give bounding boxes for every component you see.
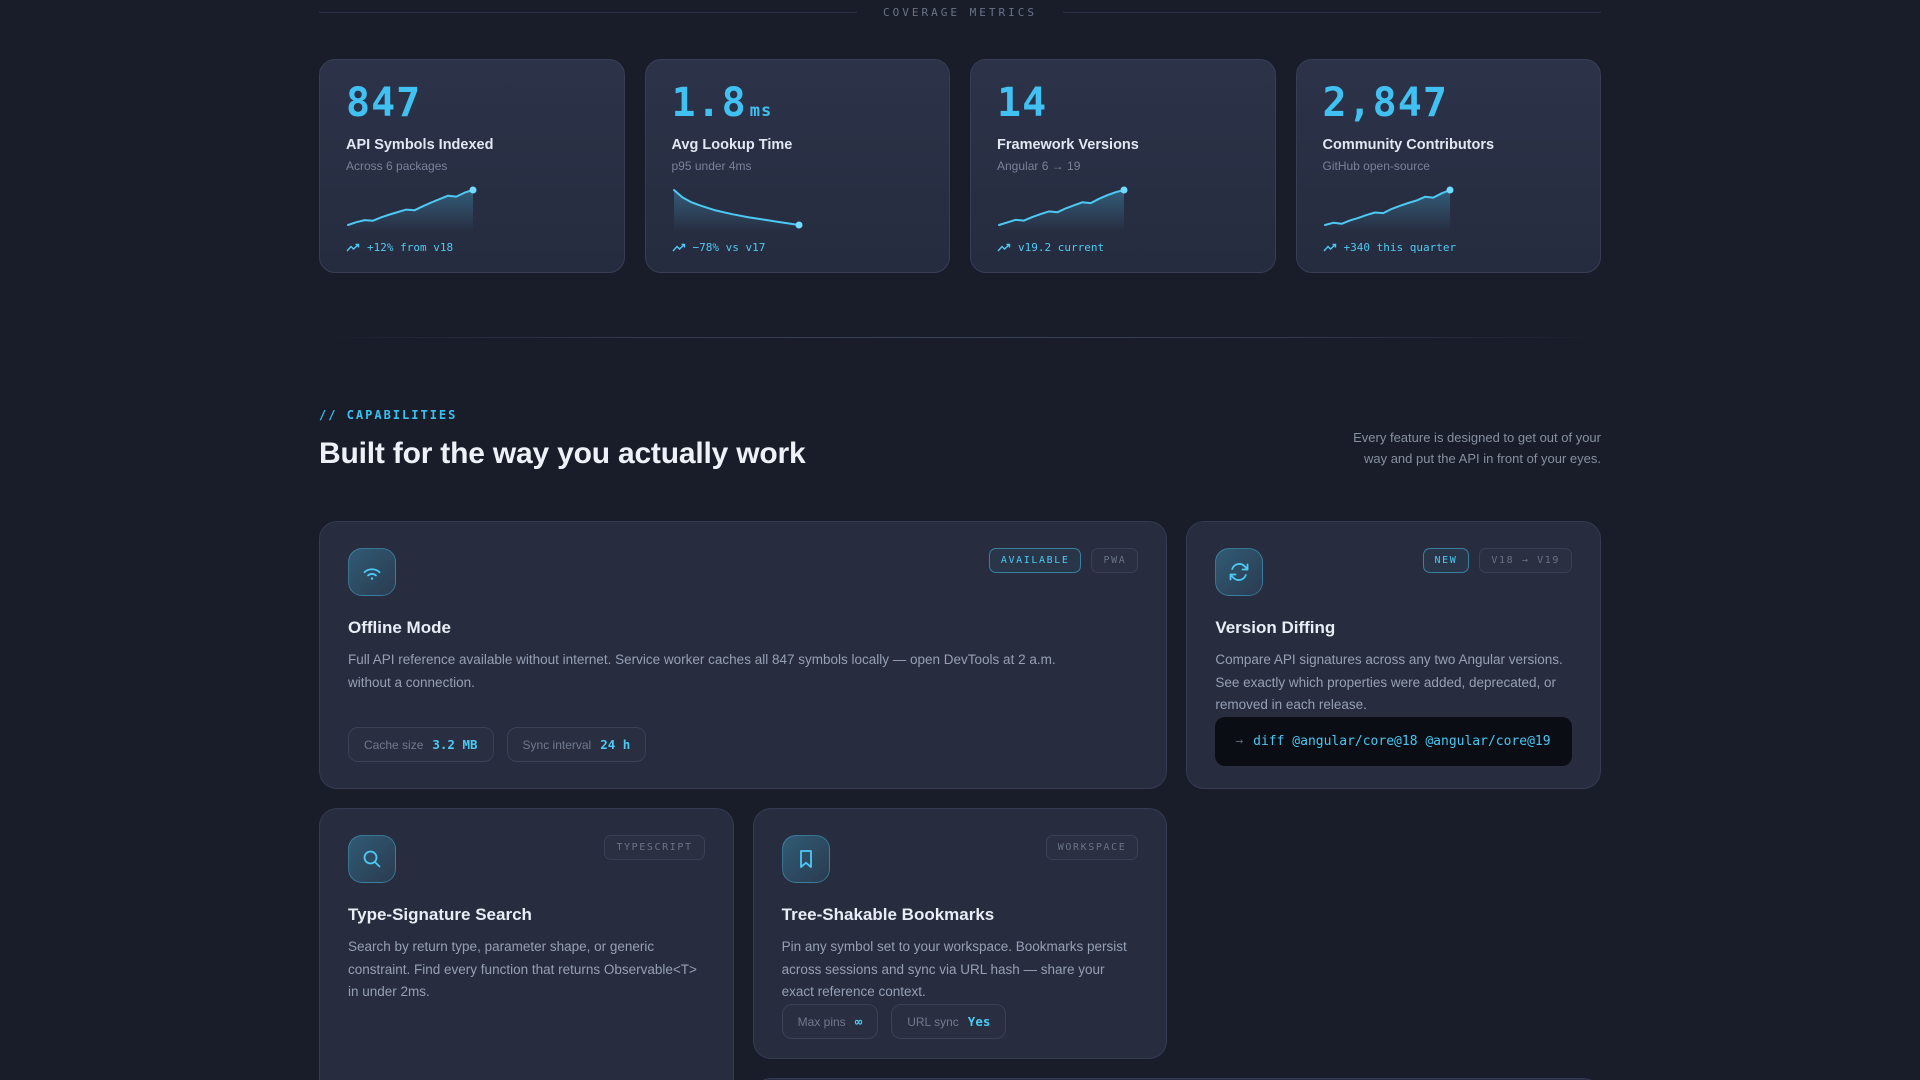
category-badge: V18 → V19 <box>1479 548 1572 573</box>
capabilities-title: Built for the way you actually work <box>319 437 806 470</box>
feature-title: Offline Mode <box>348 618 451 637</box>
badges: NEW V18 → V19 <box>1422 548 1572 573</box>
stat-chip: Sync interval 24 h <box>506 727 647 762</box>
feature-description: Search by return type, parameter shape, … <box>348 939 697 1000</box>
capabilities-note: Every feature is designed to get out of … <box>1353 429 1601 466</box>
feature-card-top: AVAILABLE PWA <box>348 548 1139 596</box>
stat-label: Max pins <box>797 1014 846 1029</box>
code-snippet[interactable]: → diff @angular/core@18 @angular/core@19 <box>1215 717 1572 767</box>
feature-card-version-diffing[interactable]: NEW V18 → V19 Version Diffing Compare AP… <box>1186 521 1601 789</box>
feature-title: Version Diffing <box>1215 618 1336 637</box>
code-prompt-arrow: → <box>1235 734 1244 750</box>
feature-stats: Cache size 3.2 MB Sync interval 24 h <box>348 727 1138 762</box>
metric-value: 1.8 ms <box>671 80 773 126</box>
trending-up-icon <box>1322 243 1336 251</box>
metric-trend: v19.2 current <box>997 241 1249 254</box>
metric-trend-text: +340 this quarter <box>1343 241 1457 254</box>
trending-up-icon <box>671 243 685 251</box>
metric-card-lookup-time: 1.8 ms Avg Lookup Time p95 under 4ms −78%… <box>644 59 950 273</box>
feature-card-top: NEW V18 → V19 <box>1215 548 1572 596</box>
metric-trend: +12% from v18 <box>346 241 598 254</box>
metric-trend: −78% vs v17 <box>671 241 924 254</box>
metric-value: 2,847 <box>1322 80 1448 126</box>
sync-icon <box>1215 548 1264 596</box>
metric-label: Community Contributors <box>1322 137 1495 153</box>
sparkline-chart <box>346 183 598 233</box>
stat-value: Yes <box>967 1014 991 1030</box>
category-badge: TYPESCRIPT <box>604 835 705 860</box>
stat-value: ∞ <box>854 1014 863 1030</box>
metric-value: 847 <box>346 80 422 126</box>
coverage-section-label: COVERAGE METRICS <box>883 6 1037 19</box>
stat-label: Cache size <box>364 737 424 752</box>
feature-description: Pin any symbol set to your workspace. Bo… <box>781 939 1127 1000</box>
metric-label: Avg Lookup Time <box>671 137 793 153</box>
stat-value: 24 h <box>600 737 631 752</box>
sparkline-chart <box>997 183 1249 233</box>
status-badge: NEW <box>1422 548 1470 573</box>
capabilities-header: // CAPABILITIES Built for the way you ac… <box>319 408 1601 471</box>
metric-subtext: GitHub open-source <box>1322 159 1430 173</box>
metric-card-contributors: 2,847 Community Contributors GitHub open… <box>1295 59 1601 273</box>
metric-subtext: Across 6 packages <box>346 159 448 173</box>
badges: AVAILABLE PWA <box>988 548 1139 573</box>
stat-label: Sync interval <box>522 737 592 752</box>
feature-title: Tree-Shakable Bookmarks <box>781 905 995 924</box>
stat-chip: Cache size 3.2 MB <box>348 727 494 762</box>
divider-line <box>1062 12 1601 13</box>
stat-value: 3.2 MB <box>432 737 478 752</box>
badges: TYPESCRIPT <box>604 835 705 860</box>
sparkline-chart <box>1323 183 1575 233</box>
capabilities-header-left: // CAPABILITIES Built for the way you ac… <box>319 408 806 471</box>
page: COVERAGE METRICS 847 API Symbols Indexed… <box>319 6 1601 1080</box>
metric-card-api-symbols: 847 API Symbols Indexed Across 6 package… <box>319 59 625 273</box>
metric-value: 14 <box>997 80 1048 126</box>
feature-title: Type-Signature Search <box>348 905 532 924</box>
wifi-icon <box>348 548 396 596</box>
feature-card-top: TYPESCRIPT <box>348 835 705 883</box>
category-badge: WORKSPACE <box>1045 835 1139 860</box>
status-badge: AVAILABLE <box>988 548 1082 573</box>
code-command: diff @angular/core@18 @angular/core@19 <box>1253 734 1551 750</box>
metric-trend-text: −78% vs v17 <box>692 241 766 254</box>
divider-line <box>319 12 858 13</box>
badges: WORKSPACE <box>1045 835 1139 860</box>
feature-card-offline-mode[interactable]: AVAILABLE PWA Offline Mode Full API refe… <box>319 521 1168 789</box>
feature-card-top: WORKSPACE <box>781 835 1139 883</box>
metric-subtext: Angular 6 → 19 <box>997 159 1081 173</box>
stat-chip: Max pins ∞ <box>781 1004 879 1040</box>
capabilities-eyebrow: // CAPABILITIES <box>319 408 458 422</box>
section-divider <box>319 337 1601 338</box>
sparkline-chart <box>672 183 924 233</box>
metric-trend-text: +12% from v18 <box>367 241 454 254</box>
search-icon <box>348 835 396 883</box>
stat-chip: URL sync Yes <box>891 1004 1007 1040</box>
category-badge: PWA <box>1091 548 1139 573</box>
trending-up-icon <box>997 243 1011 251</box>
metric-subtext: p95 under 4ms <box>671 159 752 173</box>
coverage-section-header: COVERAGE METRICS <box>319 6 1601 19</box>
metrics-grid: 847 API Symbols Indexed Across 6 package… <box>319 59 1601 273</box>
metric-trend: +340 this quarter <box>1322 241 1575 254</box>
feature-card-type-signature-search[interactable]: TYPESCRIPT Type-Signature Search Search … <box>319 808 734 1080</box>
metric-label: Framework Versions <box>997 137 1139 153</box>
feature-description: Full API reference available without int… <box>348 652 1056 690</box>
features-grid: AVAILABLE PWA Offline Mode Full API refe… <box>319 521 1601 1080</box>
trending-up-icon <box>346 243 360 251</box>
stat-label: URL sync <box>907 1014 959 1029</box>
feature-description: Compare API signatures across any two An… <box>1215 652 1563 713</box>
metric-label: API Symbols Indexed <box>346 137 494 153</box>
metric-trend-text: v19.2 current <box>1018 241 1105 254</box>
feature-stats: Max pins ∞ URL sync Yes <box>781 1004 1139 1040</box>
metric-card-framework-versions: 14 Framework Versions Angular 6 → 19 v19… <box>970 59 1276 273</box>
feature-card-tree-shakable-bookmarks[interactable]: WORKSPACE Tree-Shakable Bookmarks Pin an… <box>752 808 1168 1059</box>
bookmark-icon <box>781 835 830 883</box>
